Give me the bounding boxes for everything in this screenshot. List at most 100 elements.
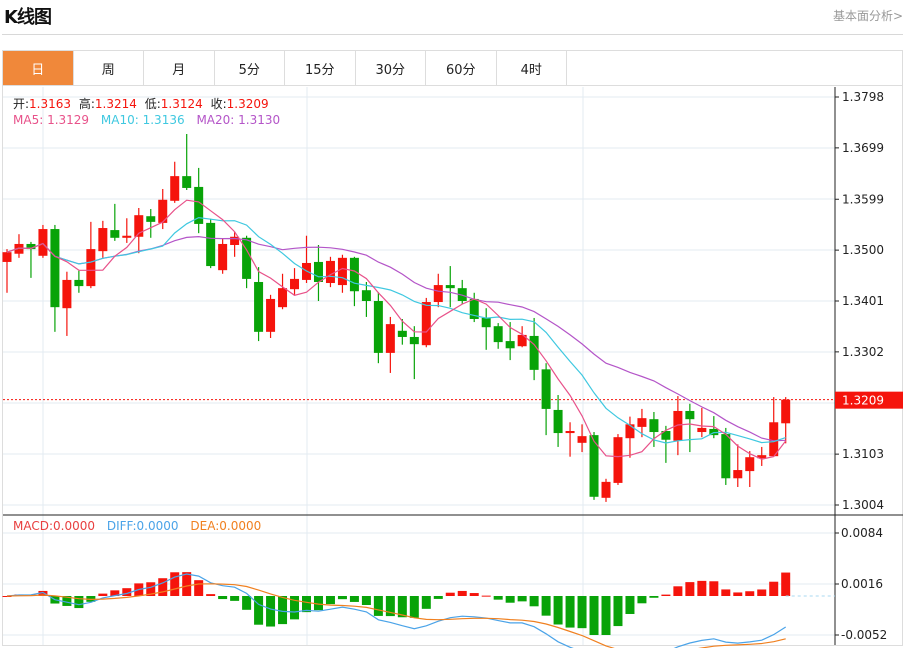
- candle-down: [553, 409, 563, 434]
- candle-up: [337, 257, 347, 286]
- candle-down: [409, 336, 419, 345]
- macd-bar-positive: [673, 586, 683, 596]
- macd-bar-negative: [230, 596, 240, 601]
- tab-30min[interactable]: 30分: [356, 51, 426, 85]
- macd-bar-negative: [601, 596, 611, 635]
- ma20-label: MA20:: [196, 113, 235, 127]
- macd-bar-positive: [721, 589, 731, 596]
- candle-up: [613, 437, 623, 483]
- ohlc-legend: 开:1.3163 高:1.3214 低:1.3124 收:1.3209: [13, 95, 273, 112]
- candle-up: [158, 199, 168, 223]
- candle-up: [733, 470, 743, 479]
- macd-bar-negative: [433, 596, 443, 599]
- current-price-label: 1.3209: [842, 394, 884, 408]
- price-tick-label: 1.3103: [842, 447, 884, 461]
- candle-down: [397, 330, 407, 337]
- price-tick-label: 1.3004: [842, 498, 884, 512]
- macd-bar-negative: [529, 596, 539, 607]
- tab-5min[interactable]: 5分: [215, 51, 285, 85]
- close-label: 收:: [210, 97, 227, 111]
- macd-tick-label: -0.0052: [841, 628, 887, 642]
- candle-down: [685, 410, 695, 420]
- macd-bar-negative: [373, 596, 383, 616]
- macd-bar-negative: [589, 596, 599, 635]
- macd-bar-negative: [302, 596, 311, 613]
- candle-up: [517, 334, 527, 347]
- macd-bar-negative: [313, 596, 323, 611]
- tab-4hour[interactable]: 4时: [497, 51, 567, 85]
- candle-down: [457, 288, 467, 301]
- candle-up: [601, 481, 611, 498]
- candle-down: [721, 434, 731, 479]
- macd-bar-positive: [182, 572, 192, 596]
- candle-up: [278, 288, 288, 308]
- candle-up: [14, 243, 24, 254]
- candle-up: [134, 215, 144, 237]
- dea-label: DEA:: [190, 519, 220, 533]
- macd-bar-positive: [733, 592, 743, 596]
- macd-tick-label: 0.0084: [841, 526, 883, 540]
- fundamental-analysis-link[interactable]: 基本面分析>: [832, 9, 903, 23]
- high-value: 1.3214: [94, 97, 137, 111]
- candle-down: [194, 186, 204, 224]
- candle-down: [505, 341, 515, 349]
- candle-up: [637, 418, 647, 427]
- candle-up: [565, 431, 575, 434]
- macd-bar-negative: [290, 596, 300, 620]
- macd-bar-positive: [2, 596, 12, 597]
- tab-month[interactable]: 月: [144, 51, 215, 85]
- close-value: 1.3209: [226, 97, 269, 111]
- macd-bar-negative: [649, 596, 659, 598]
- header-divider: [2, 34, 903, 35]
- macd-bar-positive: [194, 580, 204, 596]
- candle-up: [757, 455, 767, 459]
- macd-bar-negative: [565, 596, 575, 628]
- candle-down: [254, 281, 264, 332]
- macd-bar-negative: [254, 596, 264, 625]
- macd-bar-negative: [625, 596, 635, 614]
- diff-line: [6, 573, 787, 648]
- macd-bar-negative: [517, 596, 527, 602]
- ma10-line: [6, 216, 786, 444]
- tab-15min[interactable]: 15分: [285, 51, 356, 85]
- candle-up: [266, 298, 276, 332]
- macd-bar-positive: [481, 595, 491, 597]
- candle-down: [529, 335, 539, 370]
- macd-value: 0.0000: [53, 519, 96, 533]
- candle-down: [206, 222, 216, 267]
- candle-down: [146, 216, 156, 222]
- macd-bar-positive: [769, 581, 779, 596]
- candle-up: [38, 229, 48, 256]
- tab-60min[interactable]: 60分: [426, 51, 497, 85]
- tab-week[interactable]: 周: [74, 51, 144, 85]
- candle-down: [361, 290, 371, 301]
- candle-down: [493, 326, 503, 343]
- macd-bar-negative: [266, 596, 276, 627]
- macd-bar-negative: [553, 596, 563, 625]
- ma10-label: MA10:: [100, 113, 139, 127]
- price-tick-label: 1.3401: [842, 294, 884, 308]
- dea-line: [6, 583, 786, 648]
- macd-bar-negative: [385, 596, 395, 617]
- price-tick-label: 1.3599: [842, 192, 884, 206]
- candle-up: [122, 235, 132, 238]
- macd-tick-label: 0.0016: [841, 577, 883, 591]
- price-tick-label: 1.3500: [842, 243, 884, 257]
- price-tick-label: 1.3699: [842, 141, 884, 155]
- macd-bar-negative: [397, 596, 407, 618]
- macd-bar-positive: [445, 592, 455, 596]
- candle-up: [290, 278, 300, 290]
- diff-label: DIFF:: [106, 519, 137, 533]
- high-label: 高:: [78, 97, 95, 111]
- macd-bar-positive: [457, 590, 467, 596]
- tab-day[interactable]: 日: [3, 51, 74, 85]
- candle-down: [242, 237, 252, 279]
- candle-up: [577, 436, 587, 443]
- candle-up: [745, 457, 755, 472]
- chart-container[interactable]: [2, 86, 903, 646]
- candle-down: [110, 230, 120, 238]
- macd-bar-negative: [613, 596, 623, 627]
- candle-down: [349, 257, 359, 292]
- ma5-line: [6, 199, 787, 460]
